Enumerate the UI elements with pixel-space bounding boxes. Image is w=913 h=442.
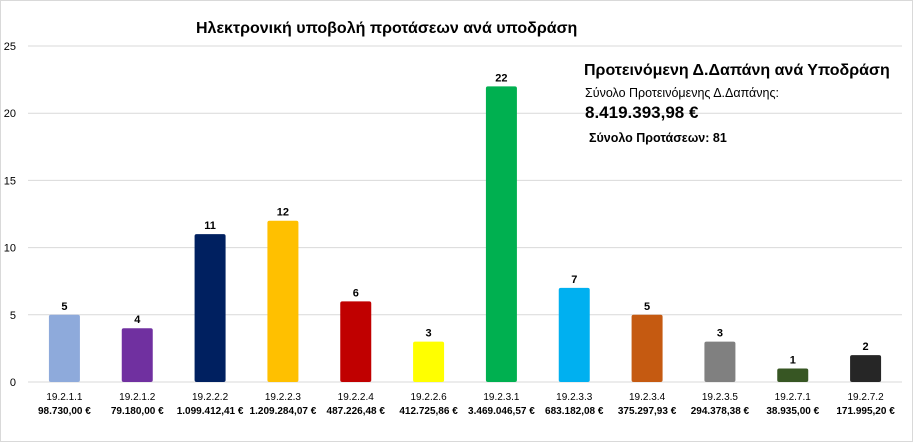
data-label: 11 xyxy=(204,220,216,232)
x-tick-label: 19.2.2.3 xyxy=(265,392,302,403)
x-tick-label: 19.2.2.2 xyxy=(192,392,229,403)
data-label: 3 xyxy=(717,328,723,340)
x-tick-label: 19.2.2.4 xyxy=(338,392,375,403)
data-label: 7 xyxy=(571,274,577,286)
x-amount-label: 1.209.284,07 € xyxy=(250,406,317,417)
bar-19.2.3.1 xyxy=(485,86,517,382)
x-amount-label: 412.725,86 € xyxy=(399,406,458,417)
bar-19.2.1.2 xyxy=(121,328,153,382)
x-tick-label: 19.2.3.3 xyxy=(556,392,593,403)
info-heading: Προτεινόμενη Δ.Δαπάνη ανά Υποδράση xyxy=(584,62,890,79)
data-label: 1 xyxy=(790,355,796,367)
x-amount-label: 683.182,08 € xyxy=(545,406,604,417)
data-label: 22 xyxy=(495,72,507,84)
x-tick-label: 19.2.1.1 xyxy=(46,392,83,403)
x-amount-label: 38.935,00 € xyxy=(766,406,819,417)
x-amount-label: 79.180,00 € xyxy=(111,406,164,417)
bar-19.2.7.1 xyxy=(777,368,809,382)
x-tick-label: 19.2.2.6 xyxy=(411,392,448,403)
data-label: 12 xyxy=(277,207,289,219)
info-subtitle: Σύνολο Προτεινόμενης Δ.Δαπάνης: xyxy=(585,86,779,100)
x-amount-label: 487.226,48 € xyxy=(327,406,386,417)
x-amount-label: 98.730,00 € xyxy=(38,406,91,417)
bar-19.2.3.4 xyxy=(631,314,663,382)
x-tick-label: 19.2.3.4 xyxy=(629,392,666,403)
info-total-amount: 8.419.393,98 € xyxy=(585,103,699,122)
bar-19.2.1.1 xyxy=(48,314,80,382)
bar-19.2.2.2 xyxy=(194,234,226,382)
bar-19.2.2.3 xyxy=(267,220,299,382)
x-amount-label: 3.469.046,57 € xyxy=(468,406,535,417)
x-amount-label: 1.099.412,41 € xyxy=(177,406,244,417)
bar-19.2.3.3 xyxy=(558,287,590,382)
x-tick-label: 19.2.3.1 xyxy=(483,392,520,403)
bar-19.2.2.6 xyxy=(413,341,445,382)
info-proposal-count: Σύνολο Προτάσεων: 81 xyxy=(589,131,727,145)
x-tick-label: 19.2.1.2 xyxy=(119,392,156,403)
bar-19.2.2.4 xyxy=(340,301,372,382)
y-tick-label: 25 xyxy=(4,41,16,53)
bar-19.2.7.2 xyxy=(850,355,882,382)
data-label: 6 xyxy=(353,287,359,299)
y-tick-label: 20 xyxy=(4,108,16,120)
x-amount-label: 171.995,20 € xyxy=(836,406,895,417)
chart-title: Ηλεκτρονική υποβολή προτάσεων ανά υποδρά… xyxy=(196,20,578,37)
y-tick-label: 5 xyxy=(10,310,16,322)
x-amount-label: 294.378,38 € xyxy=(691,406,750,417)
data-label: 4 xyxy=(134,314,141,326)
bar-19.2.3.5 xyxy=(704,341,736,382)
data-label: 2 xyxy=(863,341,869,353)
x-tick-label: 19.2.7.1 xyxy=(775,392,812,403)
y-tick-label: 10 xyxy=(4,243,16,255)
x-tick-label: 19.2.3.5 xyxy=(702,392,739,403)
x-tick-label: 19.2.7.2 xyxy=(848,392,885,403)
x-amount-label: 375.297,93 € xyxy=(618,406,677,417)
data-label: 5 xyxy=(61,301,67,313)
data-label: 5 xyxy=(644,301,650,313)
data-label: 3 xyxy=(426,328,432,340)
y-tick-label: 15 xyxy=(4,175,16,187)
y-tick-label: 0 xyxy=(10,377,16,389)
